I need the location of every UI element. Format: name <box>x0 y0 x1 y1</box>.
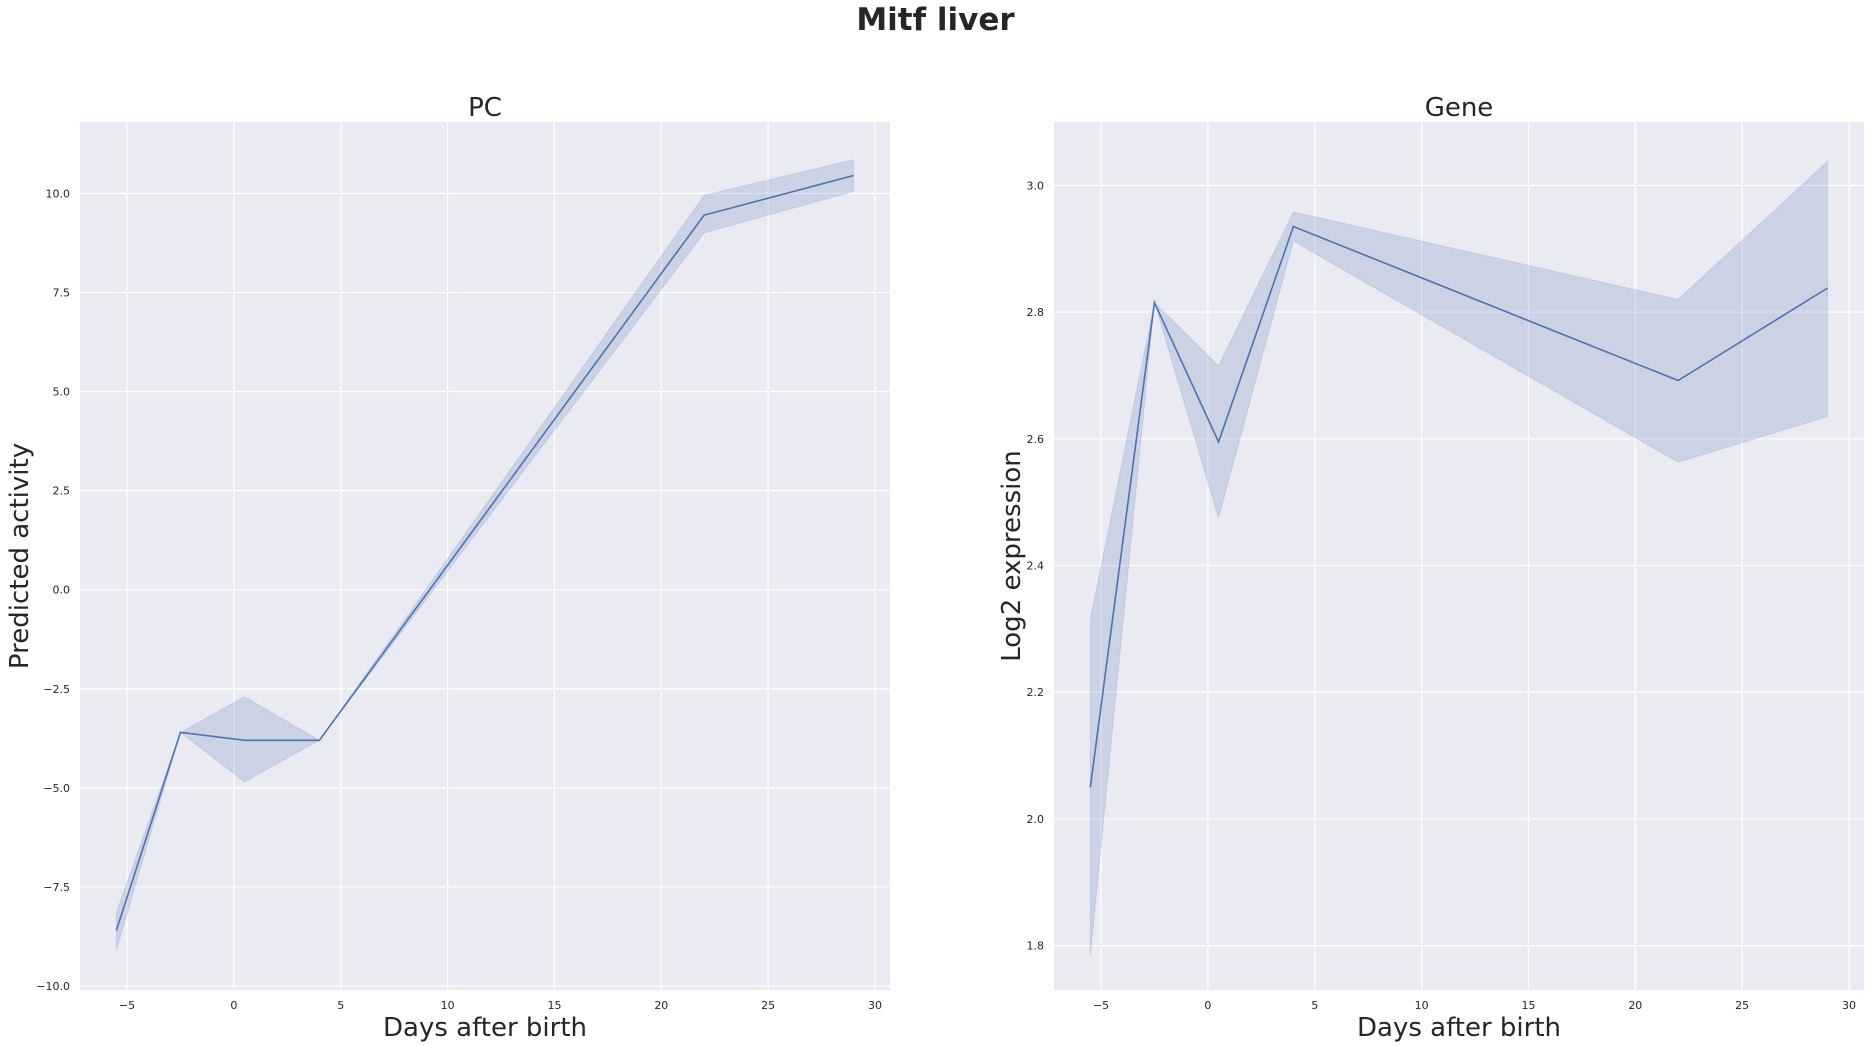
x-tick-label: 15 <box>1521 999 1535 1012</box>
x-tick-label: 15 <box>547 999 561 1012</box>
y-tick-label: 10.0 <box>46 187 71 200</box>
x-tick-label: 20 <box>1628 999 1642 1012</box>
x-tick-label: −5 <box>1093 999 1109 1012</box>
y-tick-label: 2.2 <box>1027 686 1045 699</box>
y-tick-label: −5.0 <box>43 782 70 795</box>
y-tick-label: 7.5 <box>53 286 71 299</box>
y-tick-label: 5.0 <box>53 386 71 399</box>
subplot-title: Gene <box>1425 93 1494 123</box>
y-axis-label: Log2 expression <box>997 450 1027 662</box>
plot-area <box>1054 122 1864 990</box>
y-tick-label: 3.0 <box>1027 179 1045 192</box>
x-tick-label: 10 <box>441 999 455 1012</box>
x-tick-label: 5 <box>337 999 344 1012</box>
y-tick-label: −10.0 <box>36 980 70 993</box>
x-tick-label: 25 <box>1735 999 1749 1012</box>
y-tick-label: 2.5 <box>53 485 71 498</box>
y-tick-label: 2.8 <box>1027 306 1045 319</box>
y-tick-label: 0.0 <box>53 584 71 597</box>
x-tick-label: 20 <box>654 999 668 1012</box>
series-line <box>115 174 854 931</box>
subplot-title: PC <box>468 93 502 123</box>
x-axis-label: Days after birth <box>1357 1013 1561 1043</box>
y-tick-label: 2.4 <box>1027 560 1045 573</box>
plot-area <box>80 122 890 990</box>
y-tick-label: 1.8 <box>1027 940 1045 953</box>
series-line <box>1089 225 1829 788</box>
y-tick-label: −7.5 <box>43 881 70 894</box>
subplot-0: −5 0 5 10 15 20 25 30 −10.0 −7.5 −5.0 −2.5 0.0 2.5 5.0… <box>5 93 890 1043</box>
figure-title: Mitf liver <box>856 2 1015 38</box>
y-tick-label: −2.5 <box>43 683 70 696</box>
y-tick-label: 2.0 <box>1027 813 1045 826</box>
x-tick-label: 25 <box>761 999 775 1012</box>
y-tick-label: 2.6 <box>1027 433 1045 446</box>
x-tick-label: 30 <box>1842 999 1856 1012</box>
x-axis-label: Days after birth <box>383 1013 587 1043</box>
x-tick-label: −5 <box>119 999 135 1012</box>
x-tick-label: 5 <box>1311 999 1318 1012</box>
x-tick-label: 30 <box>868 999 882 1012</box>
x-tick-label: 0 <box>230 999 237 1012</box>
x-tick-label: 10 <box>1415 999 1429 1012</box>
subplot-1: −5 0 5 10 15 20 25 30 1.8 2.0 2.2 2.4 2.6 2.8 3.0 Gene D… <box>997 93 1864 1043</box>
y-axis-label: Predicted activity <box>5 443 35 669</box>
x-tick-label: 0 <box>1204 999 1211 1012</box>
